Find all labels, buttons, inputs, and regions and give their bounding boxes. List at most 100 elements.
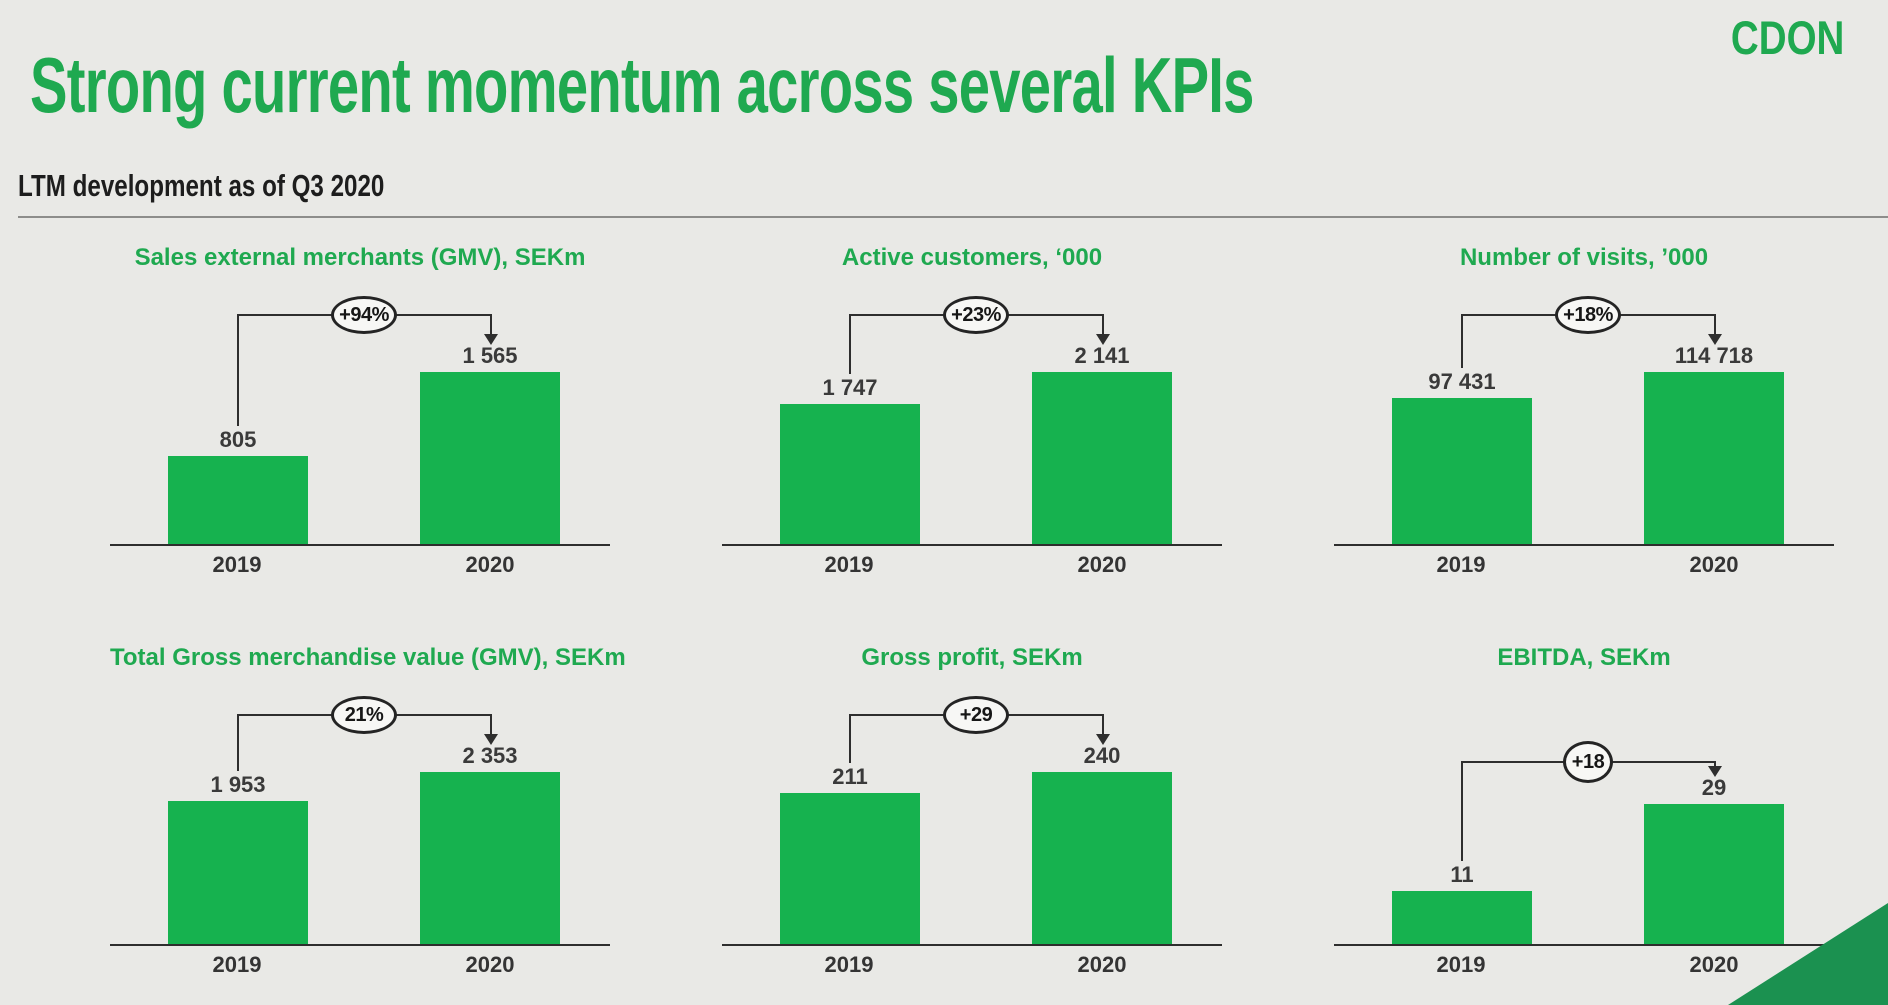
x-tick-2019: 2019	[824, 952, 874, 977]
kpi-chart-ebitda: EBITDA, SEKm +18 11 29 2019 2020	[1334, 644, 1834, 977]
kpi-chart-active-customers: Active customers, ‘000 +23% 1 747 2 141 …	[722, 244, 1222, 577]
x-axis-line	[1334, 944, 1834, 946]
change-label: +29	[959, 703, 993, 726]
chart-plot: +23% 1 747 2 141	[722, 246, 1222, 546]
bar-2019-value: 11	[1450, 862, 1474, 887]
x-axis-line	[1334, 544, 1834, 546]
bar-2019-value: 97 431	[1428, 369, 1496, 394]
chart-title: Number of visits, ’000	[1459, 244, 1709, 271]
change-badge: +23%	[943, 296, 1009, 334]
change-label: +23%	[951, 303, 1001, 326]
bar-2020: 114 718	[1644, 343, 1784, 544]
arrow-down-icon	[484, 334, 498, 345]
connector-arrow-line	[1096, 714, 1110, 745]
arrow-down-icon	[1708, 334, 1722, 345]
x-axis-line	[722, 944, 1222, 946]
connector-drop-line	[849, 314, 851, 374]
bar-2019-value: 211	[832, 764, 868, 789]
bar-2020: 29	[1644, 775, 1784, 944]
bar-2019-value: 1 953	[210, 772, 266, 797]
connector-drop-line	[849, 714, 851, 763]
chart-plot: 21% 1 953 2 353	[110, 646, 610, 946]
x-tick-2020: 2020	[465, 952, 515, 977]
bar-2020: 2 141	[1032, 343, 1172, 544]
x-axis-labels: 2019 2020	[1334, 946, 1834, 977]
bar-2019: 1 953	[168, 772, 308, 944]
connector-drop-line	[237, 714, 239, 771]
page-subtitle: LTM development as of Q3 2020	[18, 168, 385, 203]
change-badge: +18%	[1555, 296, 1621, 334]
change-badge: +29	[943, 696, 1009, 734]
x-tick-2019: 2019	[212, 552, 262, 577]
x-axis-labels: 2019 2020	[110, 946, 610, 977]
x-tick-2019: 2019	[212, 952, 262, 977]
connector-arrow-line	[484, 314, 498, 345]
change-badge: 21%	[331, 696, 397, 734]
page-title: Strong current momentum across several K…	[30, 41, 1254, 129]
chart-title: Total Gross merchandise value (GMV), SEK…	[110, 644, 626, 671]
chart-title: EBITDA, SEKm	[1497, 644, 1671, 671]
chart-plot: +94% 805 1 565	[110, 246, 610, 546]
arrow-down-icon	[1708, 766, 1722, 777]
connector-drop-line	[1461, 314, 1463, 368]
x-axis-labels: 2019 2020	[110, 546, 610, 577]
change-label: 21%	[344, 703, 384, 726]
change-badge: +18	[1563, 741, 1613, 783]
x-tick-2019: 2019	[824, 552, 874, 577]
chart-title: Active customers, ‘000	[841, 244, 1103, 271]
x-tick-2020: 2020	[1077, 952, 1127, 977]
bar-2020-value: 2 353	[462, 743, 518, 768]
bar-2020-value: 114 718	[1674, 343, 1754, 368]
x-tick-2019: 2019	[1436, 552, 1486, 577]
charts-grid: Sales external merchants (GMV), SEKm +94…	[110, 244, 1834, 977]
bar-2020-value: 2 141	[1074, 343, 1130, 368]
connector-arrow-line	[1708, 314, 1722, 345]
x-tick-2020: 2020	[1077, 552, 1127, 577]
bar-2020-value: 240	[1083, 743, 1121, 768]
x-tick-2019: 2019	[1436, 952, 1486, 977]
bar-2019-value: 805	[219, 427, 257, 452]
connector-drop-line	[1461, 761, 1463, 861]
connector-arrow-line	[484, 714, 498, 745]
bar-2019: 211	[780, 764, 920, 944]
chart-title: Gross profit, SEKm	[861, 644, 1083, 671]
bar-2019: 97 431	[1392, 369, 1532, 544]
x-tick-2020: 2020	[1689, 952, 1739, 977]
separator-line	[18, 216, 1888, 218]
x-tick-2020: 2020	[1689, 552, 1739, 577]
chart-title: Sales external merchants (GMV), SEKm	[134, 244, 586, 271]
arrow-down-icon	[1096, 734, 1110, 745]
chart-plot: +29 211 240	[722, 646, 1222, 946]
change-label: +94%	[339, 303, 389, 326]
kpi-chart-number-of-visits: Number of visits, ’000 +18% 97 431 114 7…	[1334, 244, 1834, 577]
bar-2020: 2 353	[420, 743, 560, 944]
connector-drop-line	[237, 314, 239, 426]
chart-plot: +18% 97 431 114 718	[1334, 246, 1834, 546]
bar-2020-value: 29	[1701, 775, 1727, 800]
x-tick-2020: 2020	[465, 552, 515, 577]
bar-2019-value: 1 747	[822, 375, 878, 400]
kpi-chart-gross-profit: Gross profit, SEKm +29 211 240 2019 2020	[722, 644, 1222, 977]
bar-2020: 240	[1032, 743, 1172, 944]
cdon-logo: CDON	[1730, 11, 1844, 64]
x-axis-line	[110, 544, 610, 546]
kpi-chart-total-gmv: Total Gross merchandise value (GMV), SEK…	[110, 644, 626, 977]
x-axis-line	[722, 544, 1222, 546]
arrow-down-icon	[484, 734, 498, 745]
connector-arrow-line	[1708, 761, 1722, 777]
bar-2019: 1 747	[780, 375, 920, 544]
bar-2020-value: 1 565	[462, 343, 518, 368]
bar-2019: 11	[1392, 862, 1532, 944]
chart-plot: +18 11 29	[1334, 646, 1834, 946]
x-axis-labels: 2019 2020	[1334, 546, 1834, 577]
arrow-down-icon	[1096, 334, 1110, 345]
x-axis-labels: 2019 2020	[722, 946, 1222, 977]
change-badge: +94%	[331, 296, 397, 334]
change-label: +18%	[1563, 303, 1613, 326]
change-label: +18	[1571, 750, 1605, 773]
x-axis-labels: 2019 2020	[722, 546, 1222, 577]
bar-2019: 805	[168, 427, 308, 544]
bar-2020: 1 565	[420, 343, 560, 544]
connector-arrow-line	[1096, 314, 1110, 345]
